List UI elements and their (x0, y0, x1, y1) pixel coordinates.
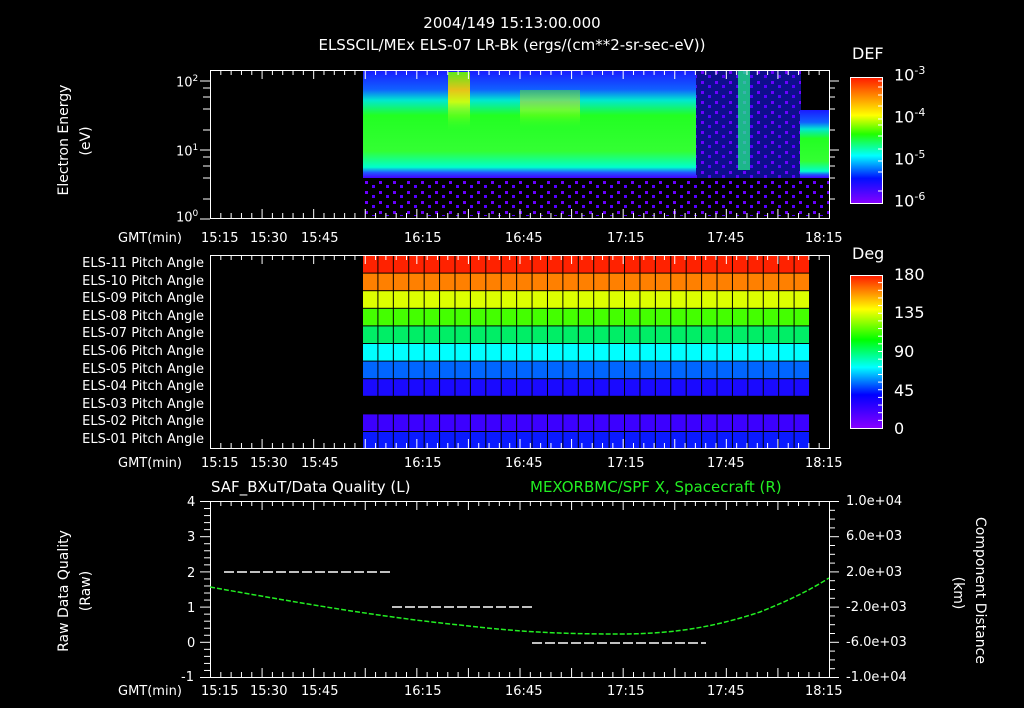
right-ytick: 1.0e+04 (846, 494, 903, 509)
right-ytick: -1.0e+04 (846, 670, 907, 685)
left-ytick: -1 (181, 670, 194, 685)
panel3-xtick: 15:15 (201, 684, 239, 699)
panel1-ytick-100: 102 (176, 74, 199, 91)
panel1-xtick: 16:45 (505, 231, 543, 246)
panel1-xtick: 17:15 (607, 231, 645, 246)
panel3-xtick: 15:30 (250, 684, 288, 699)
pitch-angle-row-label: ELS-07 Pitch Angle (82, 326, 204, 342)
pitch-angle-row-label: ELS-06 Pitch Angle (82, 344, 204, 359)
panel1-xtick: 15:45 (301, 231, 339, 246)
panel2-xtick: 18:15 (805, 456, 843, 471)
panel3-xlabel: GMT(min) (118, 684, 182, 699)
def-colorbar-max: 10-3 (894, 64, 926, 85)
panel2-xtick: 15:45 (301, 456, 339, 471)
right-ytick: 6.0e+03 (846, 529, 903, 544)
panel3-xtick: 17:45 (707, 684, 745, 699)
panel3-xtick: 16:45 (505, 684, 543, 699)
def-colorbar-1e-5: 10-5 (894, 148, 926, 169)
plot-title: ELSSCIL/MEx ELS-07 LR-Bk (ergs/(cm**2-sr… (318, 36, 706, 54)
panel1-xlabel: GMT(min) (118, 231, 182, 246)
pitch-angle-row-label: ELS-04 Pitch Angle (82, 379, 204, 395)
deg-colorbar-180: 180 (894, 265, 925, 284)
panel1-ytick-10: 101 (176, 143, 199, 160)
left-ytick: 2 (187, 566, 196, 581)
panel1-xtick: 17:45 (707, 231, 745, 246)
panel2-xtick: 17:15 (607, 456, 645, 471)
panel2-xlabel: GMT(min) (118, 456, 182, 471)
left-ytick: 1 (187, 601, 196, 616)
right-ytick: -2.0e+03 (846, 600, 907, 615)
pitch-angle-row-label: ELS-01 Pitch Angle (82, 432, 204, 447)
panel3-xtick: 16:15 (404, 684, 442, 699)
panel1-xtick: 15:30 (250, 231, 288, 246)
panel1-xtick: 15:15 (201, 231, 239, 246)
pitch-angle-row-label: ELS-11 Pitch Angle (82, 256, 204, 271)
panel3-xtick: 17:15 (607, 684, 645, 699)
panel3-left-title: SAF_BXuT/Data Quality (L) (211, 478, 411, 496)
pitch-angle-row-label: ELS-10 Pitch Angle (82, 273, 204, 289)
left-ytick: 0 (187, 636, 196, 651)
deg-colorbar-90: 90 (894, 342, 915, 361)
panel2-xtick: 16:45 (505, 456, 543, 471)
pitch-angle-row-label: ELS-03 Pitch Angle (82, 396, 204, 412)
panel3-xtick: 18:15 (805, 684, 843, 699)
panel1-ytick-1: 100 (176, 209, 199, 226)
panel2-xtick: 15:15 (201, 456, 239, 471)
pitch-angle-row-label: ELS-08 Pitch Angle (82, 308, 204, 324)
panel3-xtick: 15:45 (301, 684, 339, 699)
panel2-xtick: 15:30 (250, 456, 288, 471)
pitch-angle-row-label: ELS-05 Pitch Angle (82, 361, 204, 377)
panel3-right-title: MEXORBMC/SPF X, Spacecraft (R) (530, 478, 782, 496)
deg-colorbar-0: 0 (894, 419, 905, 438)
deg-colorbar-title: Deg (852, 244, 885, 263)
pitch-angle-row-label: ELS-09 Pitch Angle (82, 291, 204, 307)
plot-timestamp: 2004/149 15:13:00.000 (423, 14, 601, 32)
pitch-angle-row-label: ELS-02 Pitch Angle (82, 414, 204, 430)
right-ytick: 2.0e+03 (846, 565, 903, 580)
left-ytick: 4 (187, 495, 196, 510)
def-colorbar-min: 10-6 (894, 190, 926, 211)
deg-colorbar-45: 45 (894, 381, 915, 400)
panel1-xtick: 18:15 (805, 231, 843, 246)
panel2-xtick: 17:45 (707, 456, 745, 471)
def-colorbar-title: DEF (852, 44, 884, 63)
deg-colorbar-135: 135 (894, 303, 925, 322)
panel1-xtick: 16:15 (404, 231, 442, 246)
panel2-xtick: 16:15 (404, 456, 442, 471)
left-ytick: 3 (187, 530, 196, 545)
def-colorbar-1e-4: 10-4 (894, 106, 926, 127)
right-ytick: -6.0e+03 (846, 635, 907, 650)
